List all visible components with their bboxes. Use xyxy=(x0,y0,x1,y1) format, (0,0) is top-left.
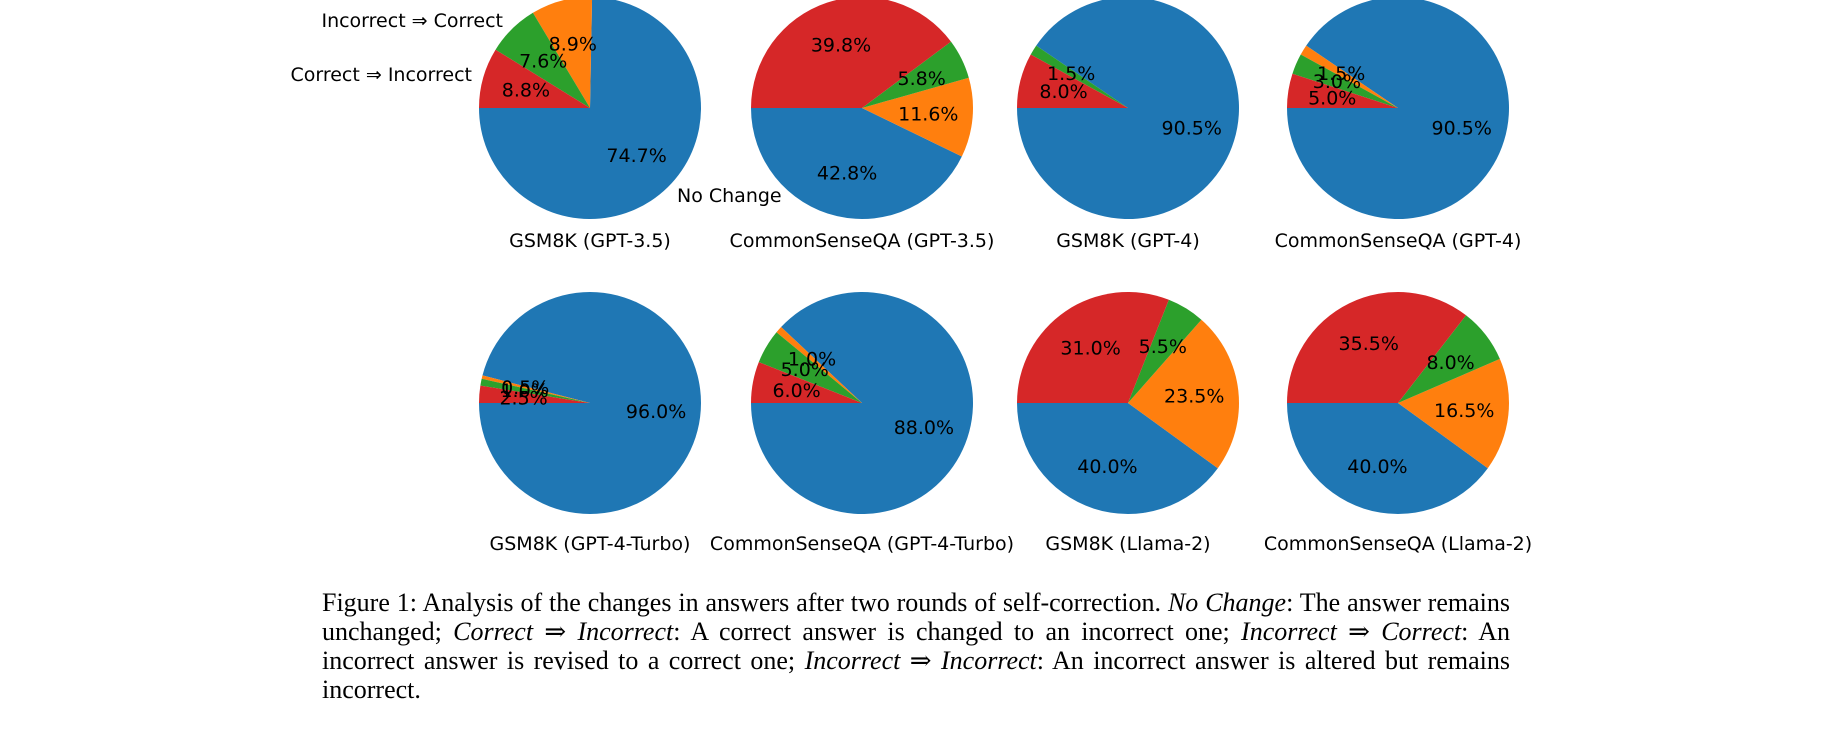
pie-chart-title: GSM8K (Llama-2) xyxy=(1045,533,1211,555)
pie-wedge-incorrect-to-correct xyxy=(1030,45,1128,108)
pie-percentage-label: 88.0% xyxy=(894,417,954,439)
pie-percentage-label: 42.8% xyxy=(817,163,877,185)
pie-percentage-label: 7.6% xyxy=(519,50,567,72)
pie-percentage-label: 74.7% xyxy=(606,145,666,167)
pie-wedge-correct-to-incorrect xyxy=(751,362,862,403)
pie-wedge-incorrect-to-incorrect xyxy=(481,375,590,403)
pie-chart: 40.0% 23.5% 5.5% 31.0% xyxy=(1017,291,1239,514)
pie-wedge-incorrect-to-incorrect xyxy=(776,327,862,403)
figure-caption: Figure 1: Analysis of the changes in ans… xyxy=(322,588,1510,704)
pie-wedge-correct-to-incorrect xyxy=(1287,291,1467,403)
pie-wedge-correct-to-incorrect xyxy=(479,49,590,108)
pie-chart-title: GSM8K (GPT-4) xyxy=(1056,230,1200,252)
pie-percentage-label: 90.5% xyxy=(1162,117,1222,139)
pie-percentage-label: 0.5% xyxy=(501,377,549,399)
pie-percentage-label: 8.0% xyxy=(1426,352,1474,374)
pie-wedge-incorrect-to-incorrect xyxy=(532,0,593,108)
pie-wedge-incorrect-to-correct xyxy=(1128,299,1202,403)
pie-wedge-incorrect-to-correct xyxy=(480,378,590,403)
pie-chart-title: GSM8K (GPT-3.5) xyxy=(509,230,671,252)
pie-percentage-label: 1.5% xyxy=(1317,63,1365,85)
pie-chart: 90.5% 1.5%8.0% xyxy=(1017,0,1239,219)
pie-chart: 42.8% 11.6% 5.8% 39.8% xyxy=(751,0,974,219)
pie-wedge-incorrect-to-incorrect xyxy=(1398,358,1509,469)
pie-wedge-correct-to-incorrect xyxy=(1287,73,1398,108)
pie-wedge-incorrect-to-incorrect xyxy=(1300,45,1398,108)
pie-wedge-no-change xyxy=(1287,403,1488,514)
pie-percentage-label: 1.5% xyxy=(1047,63,1095,85)
pie-percentage-label: 8.9% xyxy=(549,33,597,55)
pie-wedge-no-change xyxy=(479,0,701,219)
pie-wedge-incorrect-to-correct xyxy=(758,332,862,403)
caption-text: : The answer remains unchanged; xyxy=(322,588,1510,646)
pie-percentage-label: 40.0% xyxy=(1077,456,1137,478)
pie-wedge-no-change xyxy=(479,292,701,515)
pie-wedge-incorrect-to-correct xyxy=(1292,54,1398,108)
pie-percentage-label: 90.5% xyxy=(1432,117,1492,139)
pie-chart-title: CommonSenseQA (GPT-3.5) xyxy=(729,230,995,252)
caption-text: : An incorrect answer is revised to a co… xyxy=(322,617,1510,675)
pie-percentage-label: 2.5% xyxy=(499,387,547,409)
pie-wedge-correct-to-incorrect xyxy=(1017,54,1128,108)
pie-chart: 40.0% 16.5% 8.0% 35.5% xyxy=(1287,291,1509,514)
pie-percentage-label: 11.6% xyxy=(898,104,958,126)
caption-term: No Change xyxy=(1167,588,1287,617)
wedge-label-incorrect-to-correct: Incorrect ⇒ Correct xyxy=(321,10,503,32)
pie-wedge-correct-to-incorrect xyxy=(751,0,951,108)
pie-percentage-label: 5.0% xyxy=(1308,87,1356,109)
pie-percentage-label: 3.0% xyxy=(1313,71,1361,93)
pie-chart: 90.5% 1.5%3.0%5.0% xyxy=(1287,0,1509,219)
pie-chart-title: CommonSenseQA (Llama-2) xyxy=(1263,533,1533,555)
pie-chart-title: CommonSenseQA (GPT-4) xyxy=(1274,230,1522,252)
pie-percentage-label: 5.5% xyxy=(1139,336,1187,358)
caption-text: Figure 1: Analysis of the changes in ans… xyxy=(322,588,1168,617)
pie-percentage-label: 5.0% xyxy=(781,359,829,381)
pie-percentage-label: 6.0% xyxy=(772,380,820,402)
pie-wedge-no-change xyxy=(751,108,962,219)
pie-percentage-label: 1.0% xyxy=(500,380,548,402)
caption-term: Incorrect ⇒ Incorrect xyxy=(804,646,1037,675)
pie-percentage-label: 23.5% xyxy=(1164,385,1224,407)
wedge-label-correct-to-incorrect: Correct ⇒ Incorrect xyxy=(290,64,472,86)
pie-wedge-no-change xyxy=(751,291,973,514)
caption-term: Incorrect ⇒ Correct xyxy=(1241,617,1462,646)
pie-wedge-incorrect-to-correct xyxy=(1398,315,1500,403)
pie-wedge-no-change xyxy=(1287,0,1509,219)
wedge-label-no-change: No Change xyxy=(677,185,782,207)
pie-percentage-label: 39.8% xyxy=(811,34,871,56)
pie-chart-title: GSM8K (GPT-4-Turbo) xyxy=(489,533,691,555)
pie-wedge-incorrect-to-correct xyxy=(495,12,590,108)
pie-wedge-incorrect-to-correct xyxy=(862,41,969,108)
caption-term: Correct ⇒ Incorrect xyxy=(453,617,674,646)
pie-percentage-label: 5.8% xyxy=(898,68,946,90)
pie-wedge-incorrect-to-incorrect xyxy=(1128,319,1239,469)
pie-percentage-label: 16.5% xyxy=(1434,400,1494,422)
pie-wedge-no-change xyxy=(1017,403,1218,514)
caption-text: : An incorrect answer is altered but rem… xyxy=(322,646,1510,704)
pie-wedge-correct-to-incorrect xyxy=(1017,291,1169,403)
pie-chart: 74.7% 8.9%7.6% 8.8% xyxy=(479,0,701,219)
pie-percentage-label: 31.0% xyxy=(1060,338,1120,360)
pie-percentage-label: 96.0% xyxy=(626,401,686,423)
pie-percentage-label: 8.8% xyxy=(502,79,550,101)
pie-chart: 88.0% 1.0%5.0%6.0% xyxy=(751,291,973,514)
pie-chart: 96.0% 0.5%1.0%2.5% xyxy=(479,292,701,515)
pie-percentage-label: 35.5% xyxy=(1339,333,1399,355)
caption-text: : A correct answer is changed to an inco… xyxy=(673,617,1242,646)
pie-percentage-label: 8.0% xyxy=(1039,81,1087,103)
pie-wedge-correct-to-incorrect xyxy=(479,385,590,403)
pie-wedge-no-change xyxy=(1017,0,1239,219)
pie-wedge-incorrect-to-incorrect xyxy=(862,77,974,157)
pie-chart-title: CommonSenseQA (GPT-4-Turbo) xyxy=(709,533,1015,555)
pie-percentage-label: 40.0% xyxy=(1347,456,1407,478)
pie-percentage-label: 1.0% xyxy=(788,349,836,371)
